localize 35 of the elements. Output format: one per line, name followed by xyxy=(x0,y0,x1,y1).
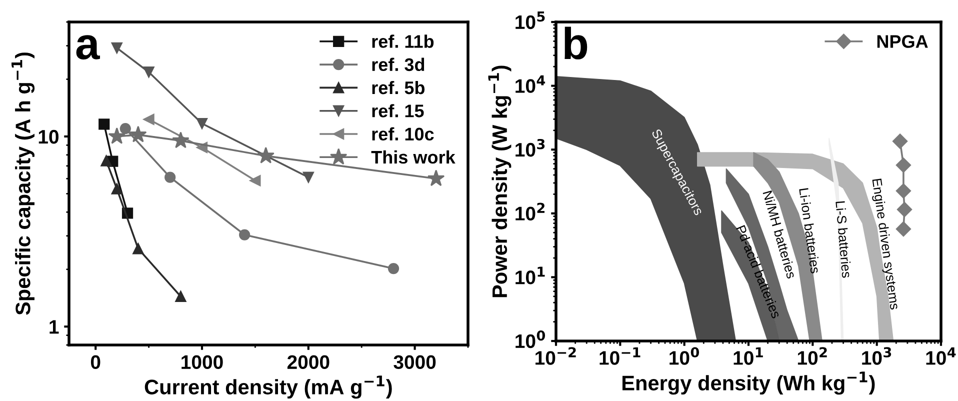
legend-label: ref. 10c xyxy=(372,127,434,141)
y-tick-label: 10$^{3}$ xyxy=(516,138,545,157)
x-axis-title: Energy density (Wh kg$^{−1}$) xyxy=(622,372,875,395)
x-tick-label: 10$^{4}$ xyxy=(926,347,956,365)
x-tick-label: 10$^{3}$ xyxy=(862,347,892,365)
annotation: Li-ion batteries xyxy=(799,188,820,274)
y-tick-label: 10$^{5}$ xyxy=(516,12,545,30)
y-tick-label: 10$^{4}$ xyxy=(516,75,546,93)
x-tick-label: 10$^{1}$ xyxy=(734,347,763,365)
legend-label: ref. 11b xyxy=(372,34,434,48)
y-tick-label: 10$^{0}$ xyxy=(516,330,546,348)
y-tick-label: 10 xyxy=(38,130,58,144)
annotation: a xyxy=(76,35,100,60)
x-axis-title: Current density (mA g$^{−1}$) xyxy=(144,376,392,399)
annotation: b xyxy=(564,26,588,60)
x-tick-label: 10$^{−1}$ xyxy=(600,347,640,365)
legend-label: ref. 15 xyxy=(372,104,424,118)
annotation: Engine driven systems xyxy=(870,178,900,310)
x-tick-label: 10$^{0}$ xyxy=(670,347,700,365)
x-tick-label: 10$^{−2}$ xyxy=(536,347,576,365)
y-tick-label: 10$^{1}$ xyxy=(516,266,545,284)
x-tick-label: 10$^{2}$ xyxy=(798,347,827,365)
x-tick-label: 2000 xyxy=(287,355,330,370)
legend-label: This work xyxy=(371,150,456,164)
x-tick-label: 3000 xyxy=(394,355,436,370)
y-axis-title: Power density (W kg$^{−1}$) xyxy=(488,66,512,298)
x-tick-label: 1000 xyxy=(182,355,223,370)
annotation: Li-S batteries xyxy=(836,201,852,278)
x-tick-label: 0 xyxy=(90,355,100,370)
y-tick-label: 10$^{2}$ xyxy=(516,202,544,220)
legend-label: ref. 3d xyxy=(372,58,424,72)
y-tick-label: 1 xyxy=(50,320,59,334)
legend-label: ref. 5b xyxy=(372,80,425,94)
legend-label: NPGA xyxy=(877,35,928,48)
y-axis-title: Specific capacity (A h g$^{−1}$) xyxy=(12,52,35,315)
